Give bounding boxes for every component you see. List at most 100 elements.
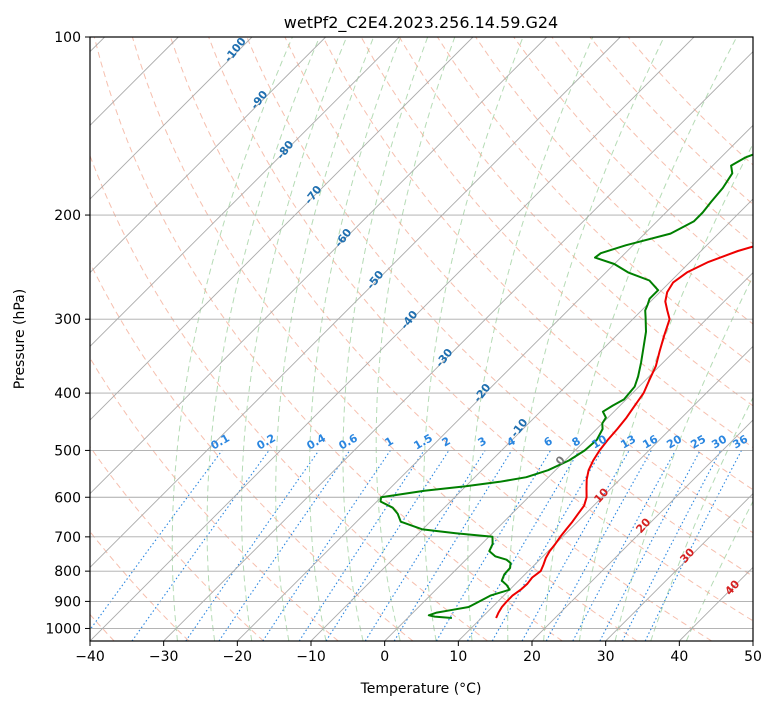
moist-adiabat-line	[685, 500, 753, 641]
mixing-ratio-label: 1	[383, 434, 396, 449]
x-tick-label: 20	[523, 649, 541, 665]
y-tick-label: 1000	[45, 621, 81, 637]
y-tick-label: 100	[54, 30, 81, 46]
moist-adiabat-line	[375, 37, 456, 641]
x-tick-label: 10	[449, 649, 467, 665]
mixing-ratio-label: 16	[640, 432, 660, 451]
mixing-ratio-label: 36	[730, 432, 750, 451]
dry-adiabat-line	[90, 261, 414, 641]
mixing-ratio-line	[90, 450, 223, 631]
mixing-ratio-label: 25	[688, 433, 708, 452]
mixing-ratio-line	[218, 450, 351, 641]
x-tick-label: −10	[296, 649, 326, 665]
dry-adiabat-label: -70	[302, 183, 325, 207]
mixing-ratio-line	[521, 450, 630, 641]
moist-adiabat-line	[241, 37, 348, 641]
isotherm-line	[384, 272, 753, 641]
mixing-ratio-label: 8	[570, 434, 583, 449]
moist-adiabat-line	[275, 37, 375, 641]
dry-adiabat-label: -40	[398, 308, 421, 332]
isotherm-line	[237, 124, 753, 641]
mixing-ratio-label: 20	[664, 432, 684, 451]
y-tick-label: 900	[54, 594, 81, 610]
mixing-ratio-line	[599, 450, 701, 641]
y-tick-label: 500	[54, 443, 81, 459]
isotherm-line	[90, 37, 621, 568]
mixing-ratio-label: 30	[709, 432, 729, 451]
mixing-ratio-label: 0.4	[305, 431, 329, 452]
mixing-ratio-line	[262, 450, 391, 641]
axes: −40 −30 −20 −10 0 10 20 30 40 5010020030040050060…	[45, 30, 762, 665]
moist-adiabat-line	[614, 275, 753, 641]
plot-frame	[89, 36, 754, 642]
isotherm-line	[90, 37, 253, 200]
y-tick-label: 700	[54, 530, 81, 546]
isotherm-line	[90, 37, 474, 421]
isotherm-line	[752, 640, 753, 641]
x-tick-label: 50	[744, 649, 762, 665]
mixing-ratio-line	[298, 450, 425, 641]
mixing-ratio-label: 6	[542, 434, 555, 449]
dry-adiabat-label: -20	[471, 381, 494, 405]
y-axis-title: Pressure (hPa)	[12, 289, 28, 389]
moist-adiabat-line	[578, 142, 753, 641]
dry-adiabat-line	[90, 530, 190, 641]
dry-adiabat-line	[436, 37, 753, 366]
isotherm-line	[90, 37, 326, 274]
moist-adiabat-label: 0	[553, 453, 568, 468]
mixing-ratio-label: 0.2	[255, 431, 278, 452]
mixing-ratio-line	[185, 450, 320, 641]
moist-adiabat-line	[543, 37, 738, 641]
moist-adiabat-line	[650, 396, 753, 641]
y-tick-label: 200	[54, 208, 81, 224]
isotherm-line	[458, 345, 753, 641]
mixing-ratio-label: 10	[589, 432, 609, 451]
mixing-ratio-line	[545, 450, 652, 641]
mixing-ratio-label: 3	[476, 434, 489, 449]
mixing-ratio-line	[435, 450, 552, 641]
x-tick-label: −20	[223, 649, 253, 665]
background-lines	[90, 37, 753, 641]
x-axis-title: Temperature (°C)	[360, 681, 482, 697]
mixing-ratio-line	[467, 450, 580, 641]
isotherm-line	[163, 51, 753, 641]
dry-adiabat-line	[90, 445, 264, 641]
mixing-ratio-label: 2	[440, 434, 453, 449]
dry-adiabat-line	[90, 154, 488, 641]
isotherm-line	[90, 37, 695, 641]
dewpoint-line	[379, 153, 753, 619]
dry-adiabat-label: -100	[222, 35, 249, 65]
moist-adiabat-label: 30	[677, 545, 697, 565]
y-tick-label: 800	[54, 564, 81, 580]
dry-adiabat-line	[475, 37, 753, 325]
dry-adiabat-line	[284, 37, 753, 534]
dry-adiabat-line	[90, 357, 339, 641]
dry-adiabat-line	[93, 37, 563, 641]
dry-adiabat-line	[246, 37, 753, 577]
mixing-ratio-line	[644, 450, 742, 641]
dry-adiabat-label: -80	[274, 138, 297, 162]
y-tick-label: 300	[54, 312, 81, 328]
isotherm-line	[90, 37, 547, 495]
line-labels: 0.1 0.2 0.4 0.6 1 1.5 2 3 4 6 8 10 13 16 20 25 30 36-100-…	[209, 35, 751, 598]
x-tick-label: −30	[149, 649, 179, 665]
x-tick-label: 40	[670, 649, 688, 665]
isotherm-line	[310, 198, 753, 641]
mixing-ratio-label: 0.1	[209, 431, 232, 452]
dry-adiabat-line	[131, 37, 638, 641]
dry-adiabat-line	[513, 37, 753, 285]
mixing-ratio-label: 13	[618, 433, 638, 452]
x-tick-label: 0	[380, 649, 389, 665]
dry-adiabat-label: -60	[332, 226, 355, 250]
x-tick-label: 30	[597, 649, 615, 665]
moist-adiabat-line	[171, 37, 293, 641]
y-tick-label: 400	[54, 386, 81, 402]
y-tick-label: 600	[54, 490, 81, 506]
moist-adiabat-label: 10	[591, 485, 611, 505]
isotherm-line	[90, 37, 400, 347]
mixing-ratio-line	[325, 450, 450, 641]
temperature-line	[495, 245, 753, 619]
isotherm-line	[679, 566, 753, 641]
moist-adiabat-label: 20	[633, 515, 653, 535]
